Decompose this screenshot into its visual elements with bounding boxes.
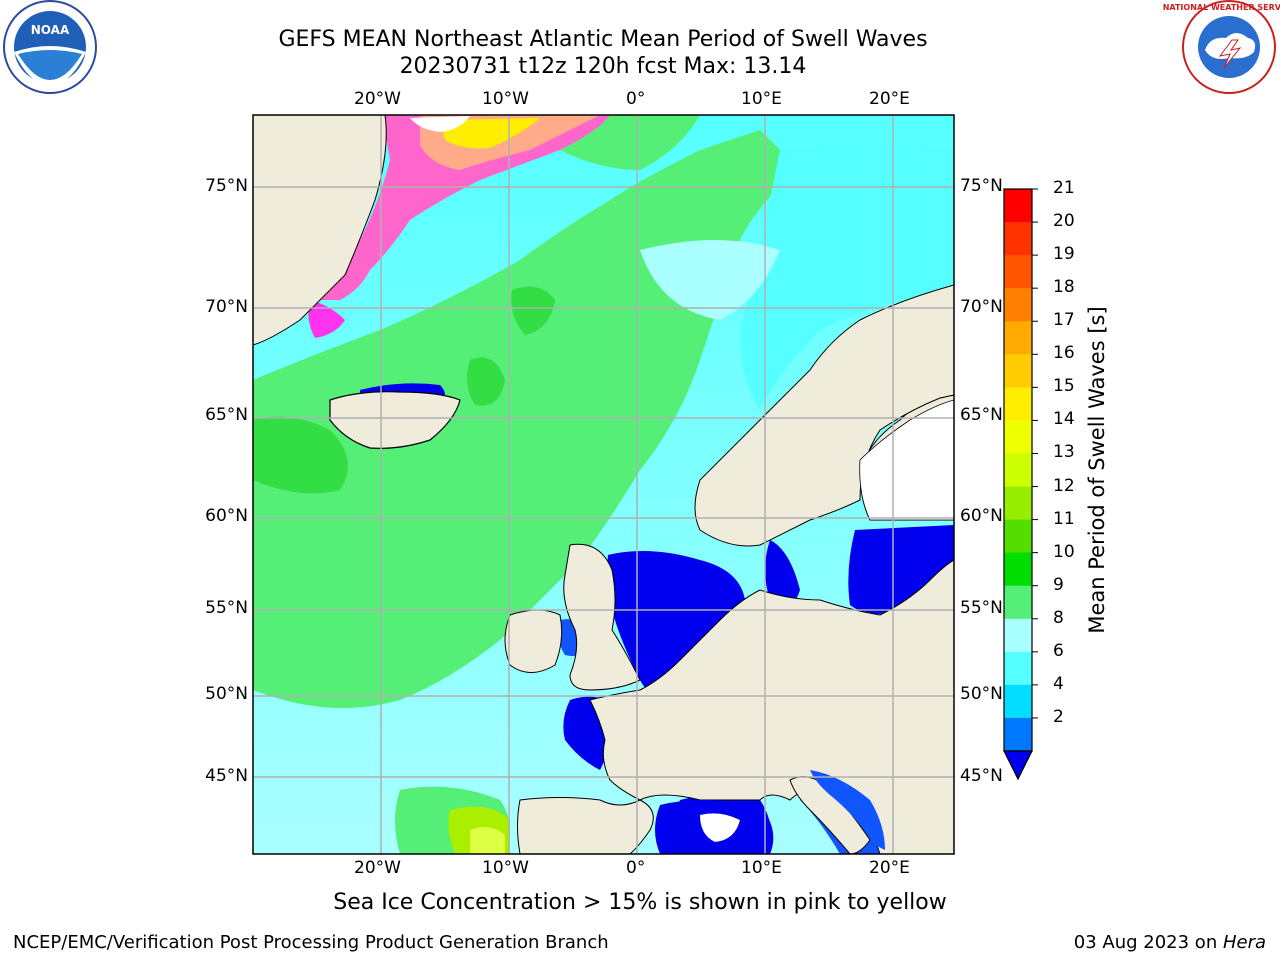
colorbar-segment [1004,552,1032,587]
lon-label-bottom: 0° [626,858,646,878]
colorbar-segment [1004,519,1032,554]
map-area [253,115,954,854]
colorbar-under-arrow [1003,750,1033,781]
colorbar-title: Mean Period of Swell Waves [s] [1085,306,1109,634]
colorbar-segment [1004,585,1032,620]
colorbar-segment [1004,618,1032,653]
colorbar-segment [1004,420,1032,454]
colorbar-tick-label: 6 [1053,640,1064,661]
colorbar-tick-label: 2 [1053,706,1064,727]
lat-label-right: 55°N [960,598,1003,618]
lon-label-top: 20°E [869,89,910,109]
chart-subtitle: 20230731 t12z 120h fcst Max: 13.14 [399,54,807,79]
colorbar-segment [1004,486,1032,521]
lat-label-right: 65°N [960,405,1003,425]
colorbar-tick-label: 16 [1053,343,1075,364]
colorbar-tick-label: 17 [1053,310,1075,331]
lat-label-left: 60°N [205,506,248,526]
noaa-logo-text: NOAA [31,23,70,37]
colorbar-tick-label: 20 [1053,211,1075,232]
footer-date: 03 Aug 2023 on Hera [1074,932,1266,953]
lat-label-right: 75°N [960,176,1003,196]
lat-label-right: 50°N [960,684,1003,704]
lon-label-top: 0° [626,89,646,109]
lon-label-top: 20°W [354,89,401,109]
graticule [253,115,954,854]
nws-logo-icon: NATIONAL WEATHER SERVICE [1163,0,1280,94]
colorbar [1003,188,1038,781]
sea-ice-note: Sea Ice Concentration > 15% is shown in … [333,890,947,915]
colorbar-segment [1004,387,1032,421]
lat-label-right: 45°N [960,766,1003,786]
lat-label-left: 50°N [205,684,248,704]
colorbar-tick-label: 15 [1053,376,1075,397]
lon-label-bottom: 10°E [741,858,782,878]
colorbar-tick-label: 19 [1053,244,1075,265]
colorbar-segment [1004,222,1032,256]
lon-label-bottom: 10°W [482,858,529,878]
lon-label-top: 10°E [741,89,782,109]
colorbar-segment [1004,717,1032,752]
colorbar-segment [1004,354,1032,388]
lat-label-left: 75°N [205,176,248,196]
lat-label-left: 55°N [205,598,248,618]
colorbar-tick-label: 9 [1053,574,1064,595]
colorbar-tick-label: 21 [1053,178,1075,198]
colorbar-segment [1004,321,1032,355]
colorbar-segment [1004,189,1032,223]
lat-label-right: 70°N [960,297,1003,317]
footer-credit: NCEP/EMC/Verification Post Processing Pr… [13,932,609,953]
noaa-logo-icon: NOAA [3,0,97,94]
lon-label-bottom: 20°W [354,858,401,878]
colorbar-tick-label: 12 [1053,475,1075,496]
colorbar-segment [1004,288,1032,322]
lon-label-bottom: 20°E [869,858,910,878]
lat-label-right: 60°N [960,506,1003,526]
colorbar-segment [1004,453,1032,488]
colorbar-segment [1004,684,1032,719]
chart-title: GEFS MEAN Northeast Atlantic Mean Period… [278,27,928,52]
colorbar-border [1003,188,1033,752]
footer-host: Hera [1222,932,1266,953]
map-border [252,114,955,855]
lat-label-left: 65°N [205,405,248,425]
lon-label-top: 10°W [482,89,529,109]
colorbar-tick-label: 11 [1053,508,1075,529]
colorbar-tick-label: 4 [1053,673,1064,694]
colorbar-tick-label: 13 [1053,442,1075,463]
colorbar-tick-label: 14 [1053,409,1075,430]
lat-label-left: 45°N [205,766,248,786]
nws-logo-text: NATIONAL WEATHER SERVICE [1163,3,1280,12]
lat-label-left: 70°N [205,297,248,317]
footer-date-text: 03 Aug 2023 on [1073,932,1223,953]
colorbar-tick-label: 18 [1053,277,1075,298]
colorbar-tick-label: 10 [1053,541,1075,562]
colorbar-tick-label: 8 [1053,607,1064,628]
colorbar-segment [1004,255,1032,289]
colorbar-segment [1004,651,1032,686]
